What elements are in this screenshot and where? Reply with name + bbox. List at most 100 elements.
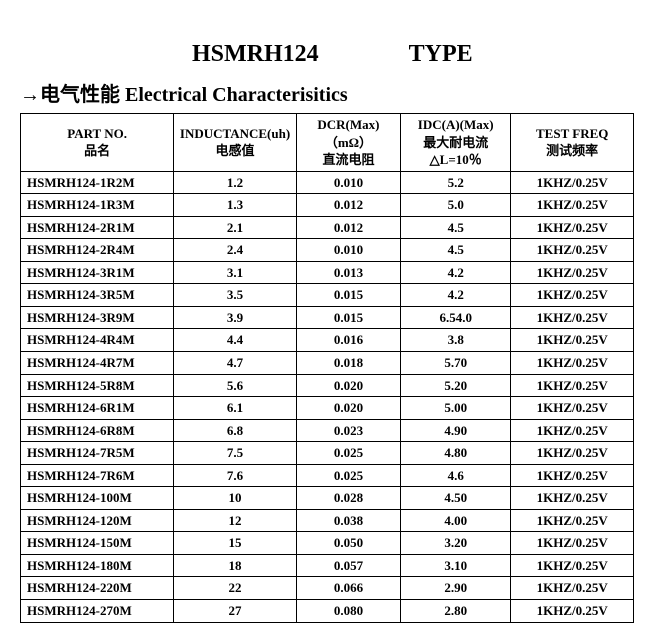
table-row: HSMRH124-120M120.0384.001KHZ/0.25V	[21, 509, 634, 532]
cell-idc: 3.10	[401, 554, 511, 577]
col-header-ind-cn: 电感值	[178, 142, 292, 160]
cell-dcr: 0.015	[296, 284, 400, 307]
cell-inductance: 7.5	[174, 442, 297, 465]
cell-dcr: 0.050	[296, 532, 400, 555]
col-header-part: PART NO. 品名	[21, 114, 174, 172]
table-row: HSMRH124-3R1M3.10.0134.21KHZ/0.25V	[21, 261, 634, 284]
cell-dcr: 0.018	[296, 352, 400, 375]
cell-freq: 1KHZ/0.25V	[511, 600, 634, 623]
cell-freq: 1KHZ/0.25V	[511, 464, 634, 487]
cell-inductance: 12	[174, 509, 297, 532]
page-title: HSMRH124TYPE	[20, 14, 634, 68]
cell-dcr: 0.010	[296, 239, 400, 262]
cell-inductance: 15	[174, 532, 297, 555]
cell-part: HSMRH124-1R2M	[21, 171, 174, 194]
cell-part: HSMRH124-220M	[21, 577, 174, 600]
cell-freq: 1KHZ/0.25V	[511, 306, 634, 329]
cell-idc: 3.20	[401, 532, 511, 555]
col-header-freq: TEST FREQ 测试频率	[511, 114, 634, 172]
cell-freq: 1KHZ/0.25V	[511, 442, 634, 465]
cell-inductance: 18	[174, 554, 297, 577]
cell-idc: 4.5	[401, 216, 511, 239]
cell-part: HSMRH124-2R1M	[21, 216, 174, 239]
table-row: HSMRH124-6R1M6.10.0205.001KHZ/0.25V	[21, 397, 634, 420]
cell-part: HSMRH124-3R9M	[21, 306, 174, 329]
col-header-idc-mid: 最大耐电流	[405, 134, 506, 152]
cell-idc: 4.80	[401, 442, 511, 465]
col-header-dcr-cn: 直流电阻	[301, 151, 396, 169]
col-header-freq-cn: 测试频率	[515, 142, 629, 160]
cell-part: HSMRH124-2R4M	[21, 239, 174, 262]
table-row: HSMRH124-220M220.0662.901KHZ/0.25V	[21, 577, 634, 600]
cell-freq: 1KHZ/0.25V	[511, 397, 634, 420]
cell-dcr: 0.080	[296, 600, 400, 623]
cell-freq: 1KHZ/0.25V	[511, 554, 634, 577]
table-header-row: PART NO. 品名 INDUCTANCE(uh) 电感值 DCR(Max) …	[21, 114, 634, 172]
cell-part: HSMRH124-150M	[21, 532, 174, 555]
cell-idc: 4.50	[401, 487, 511, 510]
cell-dcr: 0.010	[296, 171, 400, 194]
cell-part: HSMRH124-1R3M	[21, 194, 174, 217]
cell-inductance: 4.7	[174, 352, 297, 375]
cell-dcr: 0.023	[296, 419, 400, 442]
cell-idc: 6.54.0	[401, 306, 511, 329]
cell-part: HSMRH124-6R1M	[21, 397, 174, 420]
cell-freq: 1KHZ/0.25V	[511, 329, 634, 352]
cell-inductance: 3.9	[174, 306, 297, 329]
cell-freq: 1KHZ/0.25V	[511, 216, 634, 239]
table-row: HSMRH124-5R8M5.60.0205.201KHZ/0.25V	[21, 374, 634, 397]
cell-idc: 4.90	[401, 419, 511, 442]
col-header-inductance: INDUCTANCE(uh) 电感值	[174, 114, 297, 172]
cell-inductance: 6.8	[174, 419, 297, 442]
cell-dcr: 0.012	[296, 194, 400, 217]
cell-dcr: 0.025	[296, 442, 400, 465]
cell-inductance: 2.4	[174, 239, 297, 262]
cell-dcr: 0.057	[296, 554, 400, 577]
cell-idc: 4.6	[401, 464, 511, 487]
cell-freq: 1KHZ/0.25V	[511, 194, 634, 217]
cell-dcr: 0.012	[296, 216, 400, 239]
table-row: HSMRH124-3R5M3.50.0154.21KHZ/0.25V	[21, 284, 634, 307]
cell-freq: 1KHZ/0.25V	[511, 239, 634, 262]
cell-part: HSMRH124-180M	[21, 554, 174, 577]
cell-part: HSMRH124-100M	[21, 487, 174, 510]
cell-inductance: 27	[174, 600, 297, 623]
table-row: HSMRH124-4R4M4.40.0163.81KHZ/0.25V	[21, 329, 634, 352]
cell-dcr: 0.028	[296, 487, 400, 510]
cell-dcr: 0.016	[296, 329, 400, 352]
cell-inductance: 7.6	[174, 464, 297, 487]
cell-dcr: 0.015	[296, 306, 400, 329]
cell-idc: 4.5	[401, 239, 511, 262]
cell-idc: 3.8	[401, 329, 511, 352]
cell-freq: 1KHZ/0.25V	[511, 419, 634, 442]
col-header-ind-en: INDUCTANCE(uh)	[178, 125, 292, 143]
cell-inductance: 4.4	[174, 329, 297, 352]
cell-inductance: 3.5	[174, 284, 297, 307]
cell-freq: 1KHZ/0.25V	[511, 532, 634, 555]
table-row: HSMRH124-2R4M2.40.0104.51KHZ/0.25V	[21, 239, 634, 262]
cell-dcr: 0.066	[296, 577, 400, 600]
cell-dcr: 0.020	[296, 397, 400, 420]
section-subtitle: →电气性能 Electrical Characterisitics	[20, 78, 634, 107]
cell-part: HSMRH124-4R7M	[21, 352, 174, 375]
cell-freq: 1KHZ/0.25V	[511, 487, 634, 510]
cell-idc: 2.80	[401, 600, 511, 623]
cell-idc: 4.00	[401, 509, 511, 532]
table-row: HSMRH124-7R5M7.50.0254.801KHZ/0.25V	[21, 442, 634, 465]
cell-inductance: 22	[174, 577, 297, 600]
cell-part: HSMRH124-3R5M	[21, 284, 174, 307]
table-body: HSMRH124-1R2M1.20.0105.21KHZ/0.25VHSMRH1…	[21, 171, 634, 622]
table-row: HSMRH124-1R3M1.30.0125.01KHZ/0.25V	[21, 194, 634, 217]
cell-freq: 1KHZ/0.25V	[511, 509, 634, 532]
cell-freq: 1KHZ/0.25V	[511, 171, 634, 194]
title-left: HSMRH124	[192, 41, 319, 67]
col-header-dcr-en: DCR(Max)	[301, 116, 396, 134]
cell-inductance: 6.1	[174, 397, 297, 420]
cell-dcr: 0.038	[296, 509, 400, 532]
cell-dcr: 0.025	[296, 464, 400, 487]
table-row: HSMRH124-150M150.0503.201KHZ/0.25V	[21, 532, 634, 555]
col-header-dcr-mid: （mΩ）	[301, 134, 396, 152]
table-row: HSMRH124-1R2M1.20.0105.21KHZ/0.25V	[21, 171, 634, 194]
cell-part: HSMRH124-120M	[21, 509, 174, 532]
cell-dcr: 0.020	[296, 374, 400, 397]
